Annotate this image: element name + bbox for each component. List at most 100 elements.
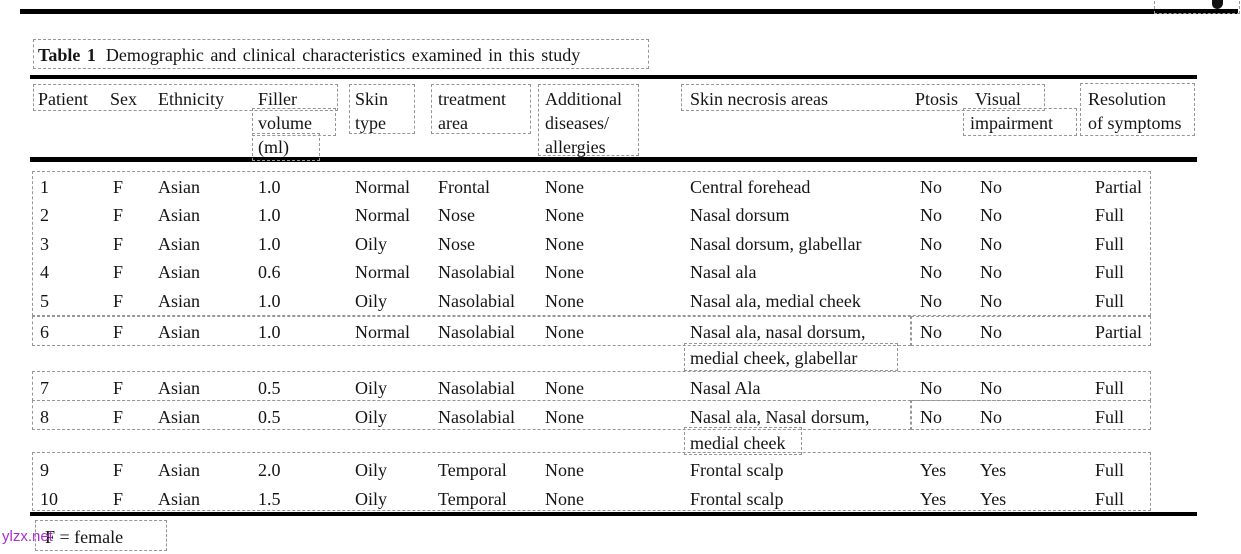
cell-necrosis: Nasal ala, Nasal dorsum, (690, 407, 870, 427)
cell-necrosis: Nasal ala (690, 262, 757, 282)
cell-necrosis: Nasal ala, medial cheek (690, 291, 861, 311)
cell-resolution: Partial (1095, 322, 1142, 342)
region-box-resolution (1080, 83, 1195, 136)
col-header-type: type (355, 113, 386, 133)
region-box-row-6-wrap (684, 343, 898, 371)
cell-sex: F (113, 378, 124, 398)
cell-visual: No (980, 291, 1002, 311)
cell-ptosis: No (920, 407, 942, 427)
cell-treatment-area: Frontal (438, 177, 490, 197)
cell-skin-type: Normal (355, 205, 410, 225)
col-header-resolution: Resolution (1088, 89, 1167, 109)
header-row-line2: volume type area diseases/ impairment of… (0, 112, 1241, 136)
cell-resolution: Full (1095, 262, 1125, 282)
cell-volume: 2.0 (258, 460, 281, 480)
cell-ptosis: No (920, 262, 942, 282)
cell-ptosis: No (920, 378, 942, 398)
cell-treatment-area: Nasolabial (438, 407, 515, 427)
cell-ethnicity: Asian (158, 489, 200, 509)
cell-resolution: Full (1095, 460, 1125, 480)
cell-sex: F (113, 407, 124, 427)
cell-patient: 8 (40, 407, 49, 427)
col-header-of-symptoms: of symptoms (1088, 113, 1182, 133)
header-row-line1: Patient Sex Ethnicity Filler Skin treatm… (0, 88, 1241, 112)
cell-sex: F (113, 291, 124, 311)
col-header-ml: (ml) (258, 137, 289, 157)
cell-skin-type: Oily (355, 291, 388, 311)
cell-resolution: Full (1095, 407, 1125, 427)
cell-necrosis: Frontal scalp (690, 489, 784, 509)
cell-treatment-area: Nasolabial (438, 262, 515, 282)
table-bottom-rule (30, 512, 1197, 516)
cell-skin-type: Oily (355, 460, 388, 480)
region-box-row-8-right (911, 400, 1151, 430)
table-row-continuation: medial cheek, glabellar (0, 347, 1241, 371)
col-header-patient: Patient (38, 89, 88, 109)
cell-visual: No (980, 378, 1002, 398)
cell-necrosis-line2: medial cheek (690, 433, 786, 453)
region-box-row-8-wrap (684, 427, 802, 455)
cell-ptosis: No (920, 205, 942, 225)
cell-additional: None (545, 322, 584, 342)
table-row: 6 F Asian 1.0 Normal Nasolabial None Nas… (0, 321, 1241, 345)
table-title-label: Table 1 (38, 45, 96, 65)
cell-sex: F (113, 262, 124, 282)
cell-patient: 10 (40, 489, 58, 509)
region-box-row-6-left (32, 316, 911, 346)
table-row: 10 F Asian 1.5 Oily Temporal None Fronta… (0, 488, 1241, 512)
cell-visual: No (980, 407, 1002, 427)
cell-necrosis: Nasal dorsum (690, 205, 790, 225)
region-box-skin-type (349, 84, 415, 134)
header-row-line3: (ml) allergies (0, 136, 1241, 160)
cell-skin-type: Oily (355, 407, 388, 427)
region-box-rows-1-5 (32, 171, 1151, 316)
cell-ethnicity: Asian (158, 205, 200, 225)
cell-volume: 1.0 (258, 205, 281, 225)
table-footnote: F = female (45, 527, 124, 547)
cell-necrosis: Frontal scalp (690, 460, 784, 480)
cell-ptosis: No (920, 177, 942, 197)
cell-treatment-area: Nasolabial (438, 378, 515, 398)
col-header-filler: Filler (258, 89, 297, 109)
cell-necrosis-line2: medial cheek, glabellar (690, 348, 858, 368)
cell-skin-type: Oily (355, 378, 388, 398)
cell-additional: None (545, 378, 584, 398)
region-box-row-6-right (911, 316, 1151, 346)
cell-patient: 6 (40, 322, 49, 342)
cell-ethnicity: Asian (158, 234, 200, 254)
header-top-rule (30, 75, 1197, 79)
col-header-allergies: allergies (545, 137, 606, 157)
cell-necrosis: Nasal ala, nasal dorsum, (690, 322, 866, 342)
cell-additional: None (545, 177, 584, 197)
table-row: 3 F Asian 1.0 Oily Nose None Nasal dorsu… (0, 233, 1241, 257)
region-box-necrosis-header (681, 84, 1045, 111)
col-header-additional: Additional (545, 89, 622, 109)
watermark-text: ylzx.net (2, 528, 53, 545)
cell-skin-type: Normal (355, 322, 410, 342)
cell-treatment-area: Temporal (438, 460, 507, 480)
cell-ptosis: Yes (920, 460, 947, 480)
cell-visual: No (980, 205, 1002, 225)
cell-treatment-area: Nasolabial (438, 322, 515, 342)
table-title: Table 1 Demographic and clinical characte… (38, 44, 580, 66)
table-row-continuation: medial cheek (0, 432, 1241, 456)
cell-ethnicity: Asian (158, 291, 200, 311)
cell-patient: 2 (40, 205, 49, 225)
cell-treatment-area: Nose (438, 205, 475, 225)
cell-patient: 7 (40, 378, 49, 398)
col-header-area: area (438, 113, 468, 133)
cell-visual: Yes (980, 460, 1007, 480)
cell-visual: No (980, 262, 1002, 282)
cell-patient: 4 (40, 262, 49, 282)
cell-resolution: Full (1095, 205, 1125, 225)
cell-volume: 1.0 (258, 234, 281, 254)
cell-patient: 1 (40, 177, 49, 197)
cell-ptosis: No (920, 291, 942, 311)
cell-ethnicity: Asian (158, 322, 200, 342)
header-bottom-rule (30, 157, 1197, 162)
cell-additional: None (545, 205, 584, 225)
cell-ptosis: Yes (920, 489, 947, 509)
cell-necrosis: Nasal Ala (690, 378, 761, 398)
col-header-volume: volume (258, 113, 312, 133)
col-header-impairment: impairment (970, 113, 1053, 133)
